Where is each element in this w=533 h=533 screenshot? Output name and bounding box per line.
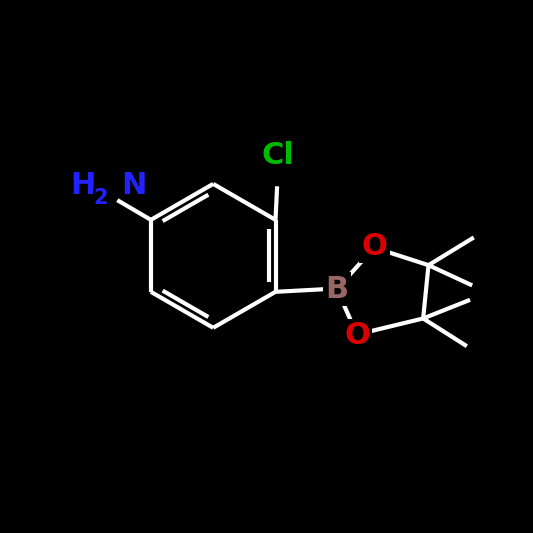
Text: O: O	[361, 232, 387, 261]
Text: 2: 2	[93, 188, 108, 208]
Text: H: H	[70, 171, 96, 200]
Text: O: O	[344, 321, 370, 350]
Text: B: B	[325, 274, 349, 304]
Text: N: N	[122, 171, 147, 200]
Text: Cl: Cl	[262, 141, 295, 171]
